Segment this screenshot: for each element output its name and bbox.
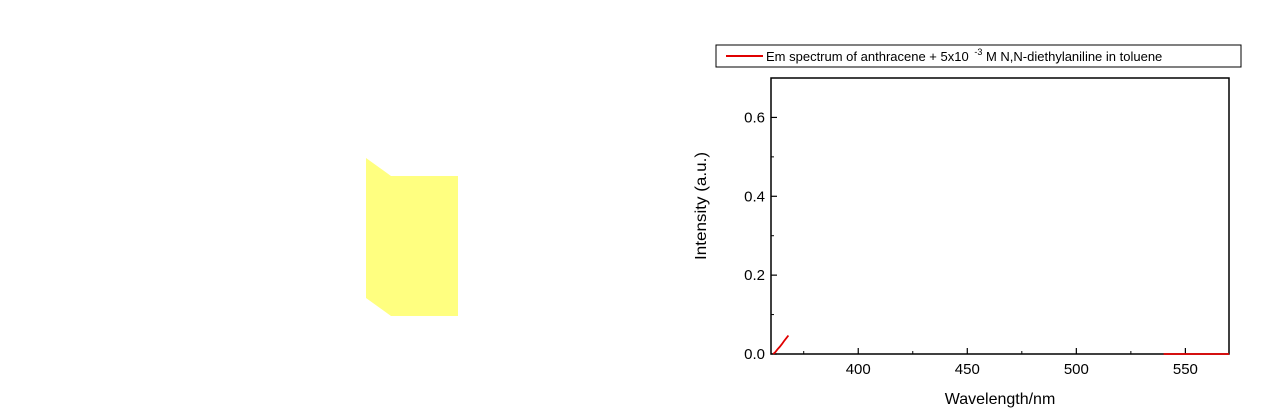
legend-label-superscript: -3 [974, 47, 982, 57]
series-line [772, 334, 790, 355]
y-tick-label: 0.4 [744, 188, 765, 205]
y-axis-ticks: 0.0 0.2 0.4 0.6 [744, 109, 777, 363]
series-layer [772, 334, 1229, 355]
y-axis-title: Intensity (a.u.) [693, 152, 710, 260]
y-tick-label: 0.2 [744, 267, 765, 284]
x-tick-label: 450 [955, 361, 980, 378]
x-tick-label: 550 [1173, 361, 1198, 378]
plot-frame [770, 77, 1230, 355]
legend: Em spectrum of anthracene + 5x10 -3 M N,… [715, 43, 1242, 68]
x-axis-ticks: 400 450 500 550 [803, 348, 1198, 378]
legend-label-suffix: M N,N-diethylaniline in toluene [986, 49, 1162, 64]
cuvette-shape [366, 158, 458, 316]
x-tick-label: 400 [846, 361, 871, 378]
legend-box [715, 44, 1242, 68]
legend-label: Em spectrum of anthracene + 5x10 -3 M N,… [766, 43, 1162, 64]
x-tick-label: 500 [1064, 361, 1089, 378]
y-tick-label: 0.6 [744, 109, 765, 126]
x-axis-title: Wavelength/nm [945, 391, 1056, 408]
y-tick-label: 0.0 [744, 346, 765, 363]
legend-label-prefix: Em spectrum of anthracene + 5x10 [766, 49, 969, 64]
